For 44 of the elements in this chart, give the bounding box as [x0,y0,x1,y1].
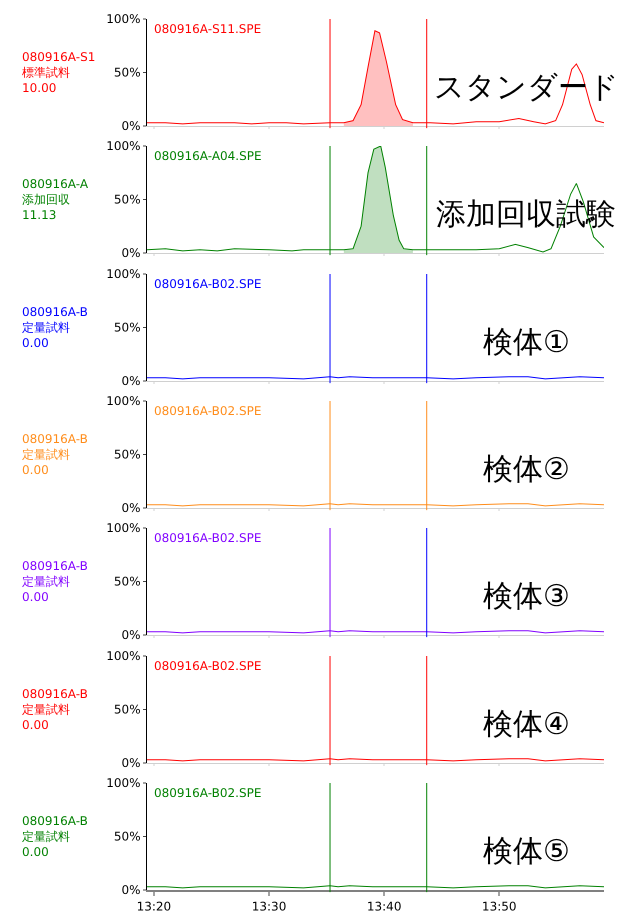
y-tick-label: 0% [122,756,141,770]
text: 080916A-B 定量試料 0.00 [22,686,88,732]
chart-title: 080916A-B02.SPE [154,276,262,291]
text: 080916A-B 定量試料 0.00 [22,559,88,604]
text: 080916A-B 定量試料 0.00 [22,304,88,350]
text: 080916A-S1 標準試料 10.00 [22,50,96,96]
y-tick-label: 100% [106,521,141,536]
annotation: 検体② [483,452,570,487]
y-tick-label: 50% [114,448,141,462]
annotation: 検体⑤ [483,834,570,869]
y-tick-label: 100% [106,776,141,790]
chart-title: 080916A-S11.SPE [154,22,262,36]
y-tick-label: 0% [122,628,141,642]
y-tick-label: 0% [122,374,141,388]
x-tick-label: 13:30 [252,899,286,914]
y-tick-label: 100% [106,648,141,663]
y-tick-label: 100% [106,139,141,154]
y-tick-label: 50% [114,702,141,716]
y-tick-label: 0% [122,501,141,516]
x-tick-label: 13:50 [482,899,517,914]
y-tick-label: 50% [114,192,141,207]
y-tick-label: 0% [122,246,141,260]
x-tick-label: 13:40 [366,899,402,914]
annotation: 検体① [483,324,570,360]
y-tick-label: 100% [106,12,141,26]
chart-title: 080916A-B02.SPE [154,531,262,546]
y-tick-label: 50% [114,66,141,80]
annotation: 検体④ [483,706,570,742]
x-tick-label: 13:20 [136,899,172,914]
text: 080916A-B 定量試料 0.00 [22,814,88,859]
chart-title: 080916A-A04.SPE [154,149,262,164]
text: 080916A-B 定量試料 0.00 [22,432,88,478]
y-tick-label: 0% [122,882,141,897]
text: 080916A-A 添加回収 11.13 [22,177,89,222]
chart-title: 080916A-B02.SPE [154,658,262,672]
y-tick-label: 50% [114,829,141,844]
chart-title: 080916A-B02.SPE [154,404,262,418]
y-tick-label: 50% [114,574,141,589]
annotation: 検体③ [483,579,570,614]
y-tick-label: 100% [106,394,141,408]
y-tick-label: 50% [114,320,141,334]
y-tick-label: 100% [106,266,141,281]
chart-title: 080916A-B02.SPE [154,786,262,800]
y-tick-label: 0% [122,119,141,134]
